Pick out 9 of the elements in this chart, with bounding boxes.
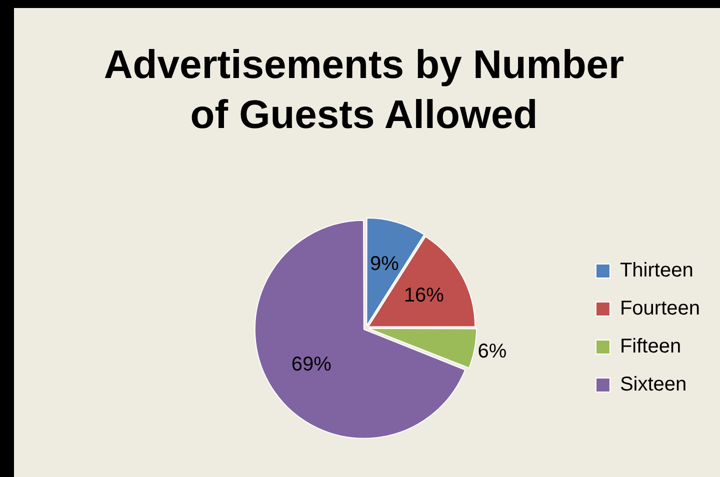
chart-title: Advertisements by Number of Guests Allowed	[102, 42, 626, 139]
legend-label: Thirteen	[620, 260, 694, 282]
data-label: 69%	[291, 354, 332, 376]
data-label: 9%	[370, 253, 400, 276]
data-label: 6%	[478, 340, 507, 363]
legend-label: Fourteen	[620, 298, 700, 320]
legend-label: Sixteen	[620, 374, 687, 396]
legend-label: Fifteen	[620, 336, 682, 358]
data-label: 16%	[404, 284, 444, 307]
